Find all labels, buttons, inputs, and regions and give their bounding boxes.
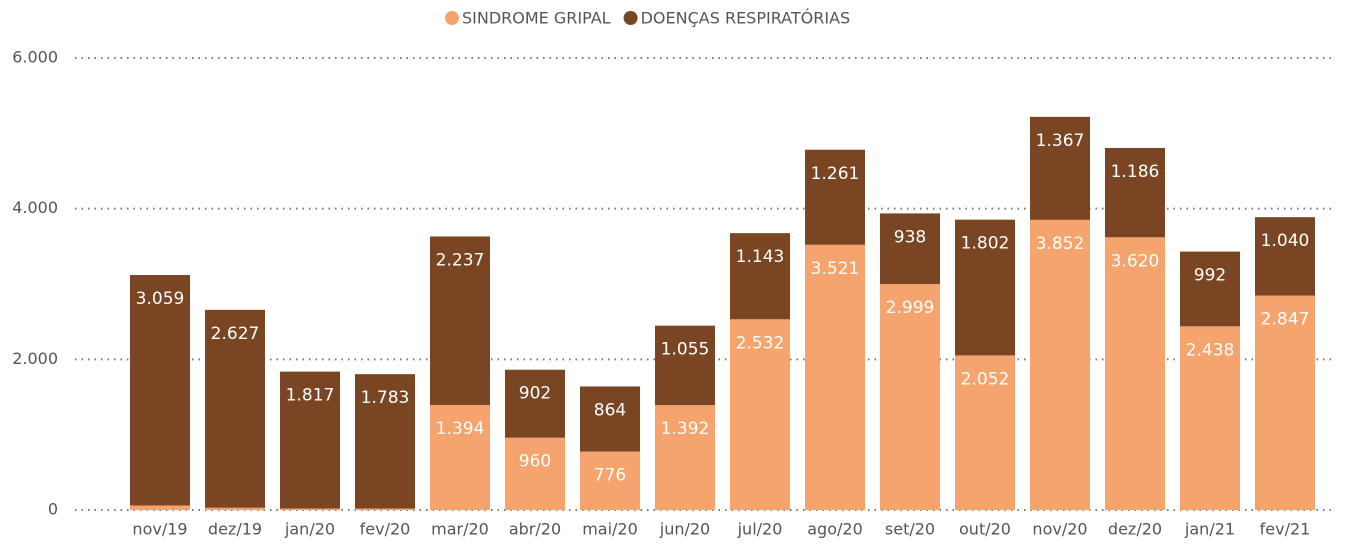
data-label: 1.261 xyxy=(811,164,860,184)
bar-segment xyxy=(730,233,790,320)
bar-segment xyxy=(1105,147,1165,238)
data-label: 2.532 xyxy=(736,333,785,353)
data-label: 960 xyxy=(519,452,551,472)
data-label: 3.620 xyxy=(1111,251,1160,271)
data-label: 1.783 xyxy=(361,388,410,408)
x-tick-label: nov/19 xyxy=(132,520,187,539)
x-tick-label: jan/21 xyxy=(1184,520,1235,539)
data-label: 1.186 xyxy=(1111,162,1160,182)
bar-segment xyxy=(505,437,565,510)
bar-segment xyxy=(805,149,865,245)
y-tick-label: 6.000 xyxy=(12,48,58,67)
bar-segment xyxy=(1030,219,1090,511)
bar-segment xyxy=(880,284,940,510)
x-tick-label: jan/20 xyxy=(284,520,335,539)
data-label: 938 xyxy=(894,227,926,247)
bar-segment xyxy=(655,325,715,406)
data-label: 902 xyxy=(519,384,551,404)
x-tick-label: jun/20 xyxy=(659,520,710,539)
bar-segment xyxy=(1105,237,1165,510)
data-label: 3.521 xyxy=(811,259,860,279)
data-label: 2.438 xyxy=(1186,340,1235,360)
bar-segment xyxy=(1180,326,1240,510)
data-label: 1.817 xyxy=(286,386,335,406)
x-tick-label: abr/20 xyxy=(509,520,561,539)
data-label: 1.055 xyxy=(661,340,710,360)
bar-segment xyxy=(1255,295,1315,510)
x-tick-label: nov/20 xyxy=(1032,520,1087,539)
bar-segment xyxy=(730,319,790,510)
x-tick-label: mar/20 xyxy=(431,520,489,539)
legend-marker xyxy=(623,11,638,25)
legend-label: DOENÇAS RESPIRATÓRIAS xyxy=(641,9,851,28)
bar-segment xyxy=(880,213,940,285)
x-tick-label: ago/20 xyxy=(807,520,863,539)
x-tick-label: fev/20 xyxy=(360,520,411,539)
bar-segment xyxy=(355,508,415,510)
bar-segment xyxy=(430,404,490,510)
data-label: 776 xyxy=(594,466,626,486)
data-label: 2.237 xyxy=(436,250,485,270)
bar-segment xyxy=(355,374,415,509)
data-label: 1.394 xyxy=(436,419,485,439)
bar-segment xyxy=(505,369,565,438)
data-label: 3.059 xyxy=(136,289,185,309)
y-tick-label: 2.000 xyxy=(12,349,58,368)
data-label: 1.143 xyxy=(736,247,785,267)
bar-segment xyxy=(280,508,340,510)
bar-segment xyxy=(130,275,190,506)
y-tick-label: 0 xyxy=(48,500,58,519)
data-label: 2.999 xyxy=(886,298,935,318)
data-label: 2.627 xyxy=(211,324,260,344)
x-tick-label: fev/21 xyxy=(1260,520,1311,539)
x-tick-label: jul/20 xyxy=(737,520,783,539)
bar-segment xyxy=(580,451,640,510)
data-label: 2.847 xyxy=(1261,310,1310,330)
bar-segment xyxy=(1180,251,1240,327)
bar-segment xyxy=(130,505,190,510)
bar-segment xyxy=(205,309,265,508)
bar-segment xyxy=(280,371,340,509)
data-label: 864 xyxy=(594,400,626,420)
x-tick-label: set/20 xyxy=(885,520,935,539)
data-label: 2.052 xyxy=(961,369,1010,389)
data-label: 992 xyxy=(1194,266,1226,286)
x-tick-label: out/20 xyxy=(959,520,1011,539)
legend-marker xyxy=(445,11,459,25)
x-tick-label: mai/20 xyxy=(582,520,638,539)
bar-segment xyxy=(955,219,1015,356)
legend-label: SINDROME GRIPAL xyxy=(462,9,611,28)
y-tick-label: 4.000 xyxy=(12,198,58,217)
bar-segment xyxy=(580,386,640,452)
bar-segment xyxy=(205,507,265,510)
data-label: 3.852 xyxy=(1036,234,1085,254)
bar-segment xyxy=(655,405,715,510)
data-label: 1.802 xyxy=(961,234,1010,254)
data-label: 1.367 xyxy=(1036,131,1085,151)
bar-segment xyxy=(1030,116,1090,220)
x-tick-label: dez/20 xyxy=(1108,520,1162,539)
x-tick-label: dez/19 xyxy=(208,520,262,539)
bar-segment xyxy=(1255,217,1315,296)
data-label: 1.040 xyxy=(1261,231,1310,251)
data-label: 1.392 xyxy=(661,419,710,439)
bar-segment xyxy=(955,355,1015,510)
bar-segment xyxy=(430,236,490,405)
bar-segment xyxy=(805,244,865,510)
